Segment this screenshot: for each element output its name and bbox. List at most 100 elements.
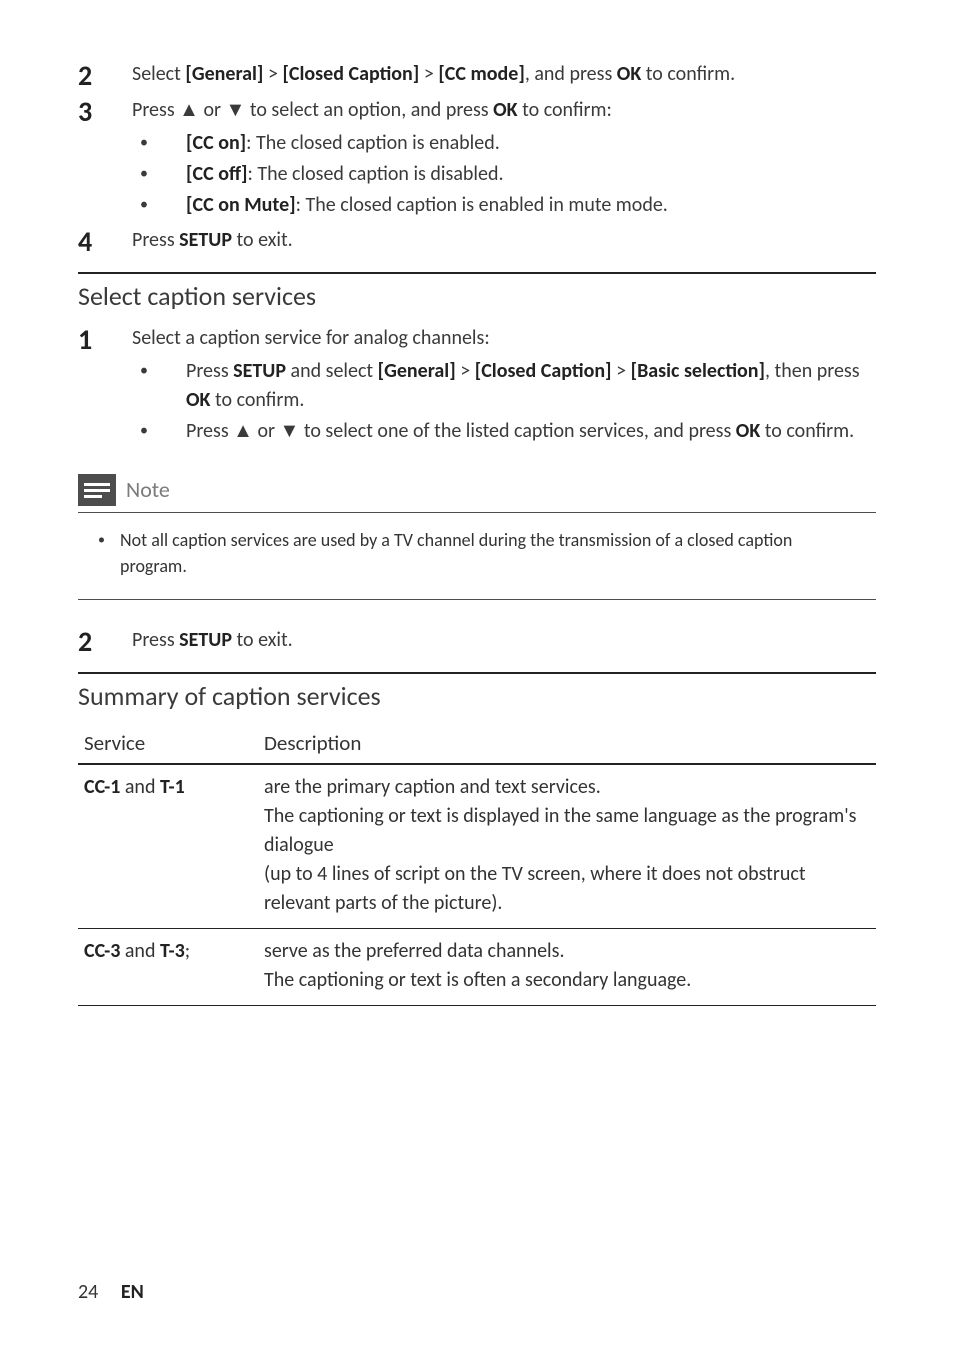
note-label: Note — [126, 474, 170, 506]
setup-label: SETUP — [233, 359, 286, 383]
service-code: CC-3 — [84, 939, 120, 963]
text: Select a caption service for analog chan… — [132, 326, 490, 350]
section-divider — [78, 272, 876, 274]
cell-service: CC-1 and T-1 — [78, 764, 264, 929]
section-divider — [78, 672, 876, 674]
service-code: T-1 — [160, 775, 185, 799]
step-3-bullets: • [CC on] : The closed caption is enabled… — [132, 129, 876, 220]
th-description: Description — [264, 724, 876, 763]
text: to exit. — [232, 228, 293, 252]
bullet-body: [CC off]: The closed caption is disabled… — [186, 160, 876, 189]
setup-label: SETUP — [179, 228, 232, 252]
text: to confirm. — [641, 62, 735, 86]
step-number: 2 — [78, 60, 132, 92]
step-3: 3 Press ▲ or ▼ to select an option, and … — [78, 96, 876, 222]
note-icon — [78, 474, 116, 506]
menu-general: [General] — [378, 359, 456, 383]
cell-description: are the primary caption and text service… — [264, 764, 876, 929]
step-body: Press ▲ or ▼ to select an option, and pr… — [132, 96, 876, 222]
step-1-bullets: • Press SETUP and select [General] > [Cl… — [132, 357, 876, 446]
setup-label: SETUP — [179, 628, 232, 652]
text: : The closed caption is enabled in mute … — [296, 193, 668, 217]
steps-select-caption: 1 Select a caption service for analog ch… — [78, 324, 876, 448]
text: and — [120, 939, 160, 963]
ok-label: OK — [736, 419, 760, 443]
up-arrow-icon: ▲ — [179, 98, 199, 122]
text: to select one of the listed caption serv… — [299, 419, 735, 443]
text: > — [456, 359, 475, 383]
menu-closed-caption: [Closed Caption] — [282, 62, 419, 86]
bullet-press-setup: • Press SETUP and select [General] > [Cl… — [132, 357, 876, 415]
ok-label: OK — [186, 388, 210, 412]
step-4: 4 Press SETUP to exit. — [78, 226, 876, 258]
option-label: [CC off] — [186, 162, 247, 186]
steps-exit: 2 Press SETUP to exit. — [78, 626, 876, 658]
bullet-body: [CC on Mute]: The closed caption is enab… — [186, 191, 876, 220]
text: Press — [132, 628, 179, 652]
table-header-row: Service Description — [78, 724, 876, 763]
bullet-cc-on: • [CC on]: The closed caption is enabled… — [132, 129, 876, 158]
th-service: Service — [78, 724, 264, 763]
up-arrow-icon: ▲ — [233, 419, 253, 443]
bullet-cc-on-mute: • [CC on Mute]: The closed caption is en… — [132, 191, 876, 220]
text: > — [419, 62, 438, 86]
step-number: 1 — [78, 324, 132, 448]
bullet-body: Press SETUP and select [General] > [Clos… — [186, 357, 876, 415]
lang-code: EN — [121, 1280, 144, 1304]
text: > — [263, 62, 282, 86]
text: ; — [185, 939, 190, 963]
ok-label: OK — [493, 98, 517, 122]
note-box: • Not all caption services are used by a… — [78, 512, 876, 600]
text: to exit. — [232, 628, 293, 652]
text: Select — [132, 62, 185, 86]
bullet-press-arrows: • Press ▲ or ▼ to select one of the list… — [132, 417, 876, 446]
step-number: 2 — [78, 626, 132, 658]
caption-services-table: Service Description CC-1 and T-1 are the… — [78, 724, 876, 1005]
option-label: [CC on] — [186, 131, 246, 155]
bullet-dot-icon: • — [132, 160, 186, 189]
bullet-cc-off: • [CC off]: The closed caption is disabl… — [132, 160, 876, 189]
down-arrow-icon: ▼ — [280, 419, 300, 443]
note-bullet: • Not all caption services are used by a… — [92, 527, 862, 579]
page-footer: 24 EN — [78, 1278, 144, 1307]
text: , and press — [525, 62, 617, 86]
section-title-select-caption: Select caption services — [78, 278, 876, 316]
text: or — [253, 419, 280, 443]
bullet-body: Press ▲ or ▼ to select one of the listed… — [186, 417, 876, 446]
bullet-dot-icon: • — [132, 417, 186, 446]
bullet-dot-icon: • — [132, 129, 186, 158]
text: , then press — [765, 359, 860, 383]
text: and select — [286, 359, 378, 383]
text: or — [199, 98, 226, 122]
service-code: T-3 — [160, 939, 185, 963]
menu-basic-selection: [Basic selection] — [631, 359, 765, 383]
text: Press — [132, 98, 179, 122]
step-2: 2 Select [General] > [Closed Caption] > … — [78, 60, 876, 92]
note-text: Not all caption services are used by a T… — [120, 527, 862, 579]
page-number: 24 — [78, 1280, 98, 1304]
menu-closed-caption: [Closed Caption] — [475, 359, 612, 383]
bullet-dot-icon: • — [132, 191, 186, 220]
down-arrow-icon: ▼ — [226, 98, 246, 122]
step-body: Select [General] > [Closed Caption] > [C… — [132, 60, 876, 92]
text: Press — [132, 228, 179, 252]
note-header: Note — [78, 468, 876, 512]
text: : The closed caption is disabled. — [247, 162, 503, 186]
text: to confirm. — [760, 419, 854, 443]
section-title-summary: Summary of caption services — [78, 678, 876, 716]
ok-label: OK — [617, 62, 641, 86]
text: > — [612, 359, 631, 383]
text: to confirm: — [518, 98, 612, 122]
menu-cc-mode: [CC mode] — [438, 62, 525, 86]
text: Press — [186, 359, 233, 383]
step-1: 1 Select a caption service for analog ch… — [78, 324, 876, 448]
step-body: Select a caption service for analog chan… — [132, 324, 876, 448]
note-block: Note • Not all caption services are used… — [78, 468, 876, 600]
step-body: Press SETUP to exit. — [132, 226, 876, 258]
text: and — [120, 775, 160, 799]
step-number: 4 — [78, 226, 132, 258]
table-row: CC-3 and T-3; serve as the preferred dat… — [78, 928, 876, 1005]
bullet-dot-icon: • — [132, 357, 186, 415]
menu-general: [General] — [185, 62, 263, 86]
text: Press — [186, 419, 233, 443]
